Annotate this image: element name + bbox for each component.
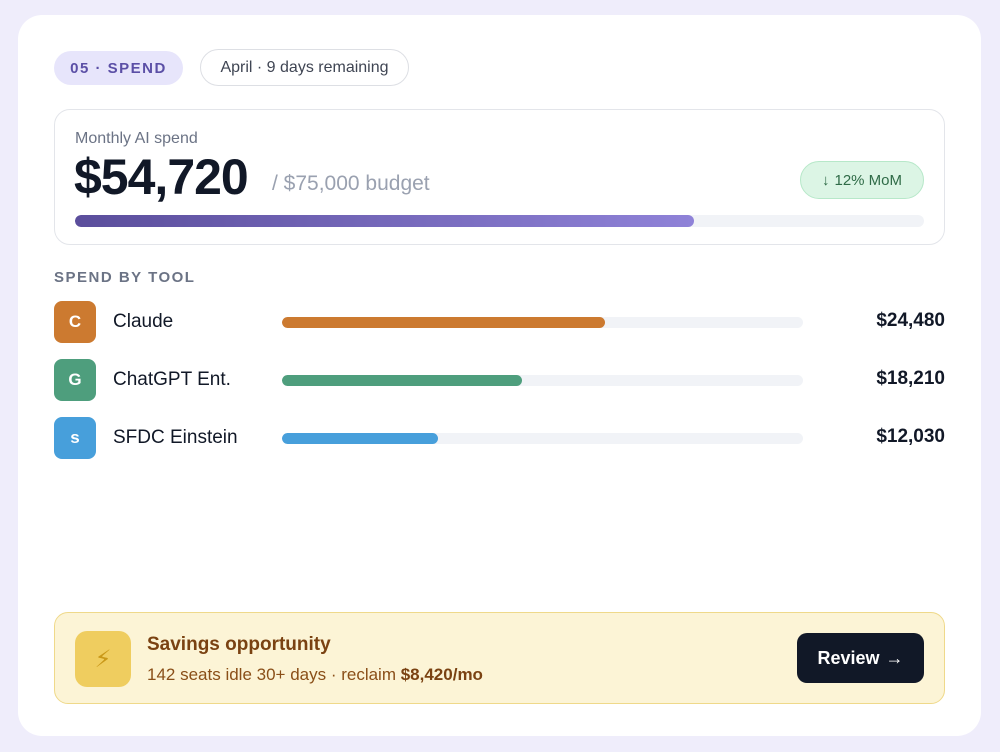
- monthly-spend-amount: $54,720: [74, 149, 249, 205]
- tool-spend-fill: [282, 375, 522, 386]
- tool-name: SFDC Einstein: [113, 427, 238, 448]
- arrow-down-icon: ↓: [821, 171, 830, 189]
- tool-name: Claude: [113, 311, 174, 332]
- period-label: April · 9 days remaining: [220, 58, 389, 76]
- monthly-spend-label: Monthly AI spend: [75, 130, 198, 147]
- monthly-spend-panel: Monthly AI spend $54,720 / $75,000 budge…: [54, 109, 945, 245]
- tool-row-sfdc-einstein[interactable]: s SFDC Einstein $12,030: [54, 417, 945, 459]
- period-badge: April · 9 days remaining: [200, 49, 409, 86]
- budget-progress-fill: [75, 215, 695, 227]
- mom-change-badge: ↓ 12% MoM: [800, 161, 924, 199]
- savings-detail: 142 seats idle 30+ days · reclaim $8,420…: [147, 665, 483, 685]
- tool-spend-fill: [282, 317, 606, 328]
- tool-spend-bar: [282, 375, 803, 386]
- savings-title: Savings opportunity: [147, 634, 331, 655]
- tool-spend-bar: [282, 433, 803, 444]
- step-label: 05 · SPEND: [70, 59, 167, 77]
- tool-spend-fill: [282, 433, 439, 444]
- tool-row-chatgpt[interactable]: G ChatGPT Ent. $18,210: [54, 359, 945, 401]
- spend-card: 05 · SPEND April · 9 days remaining Mont…: [18, 15, 981, 736]
- review-button[interactable]: Review →: [797, 633, 924, 683]
- tool-amount: $24,480: [876, 310, 945, 331]
- tool-name: ChatGPT Ent.: [113, 369, 231, 390]
- savings-opportunity-banner: ⚡ Savings opportunity 142 seats idle 30+…: [54, 612, 945, 704]
- budget-progress-bar: [75, 215, 924, 227]
- section-title: SPEND BY TOOL: [54, 269, 196, 286]
- step-badge: 05 · SPEND: [54, 51, 183, 85]
- lightning-icon: ⚡: [75, 631, 131, 687]
- tool-amount: $12,030: [876, 426, 945, 447]
- tool-amount: $18,210: [876, 368, 945, 389]
- savings-detail-text: 142 seats idle 30+ days · reclaim: [147, 665, 401, 684]
- mom-change-label: 12% MoM: [834, 171, 903, 189]
- tool-spend-bar: [282, 317, 803, 328]
- tool-avatar: G: [54, 359, 96, 401]
- tool-avatar: s: [54, 417, 96, 459]
- review-button-label: Review: [817, 647, 880, 668]
- budget-label: / $75,000 budget: [272, 172, 430, 195]
- arrow-right-icon: →: [885, 647, 904, 668]
- tool-avatar: C: [54, 301, 96, 343]
- savings-amount: $8,420/mo: [400, 665, 483, 684]
- tool-row-claude[interactable]: C Claude $24,480: [54, 301, 945, 343]
